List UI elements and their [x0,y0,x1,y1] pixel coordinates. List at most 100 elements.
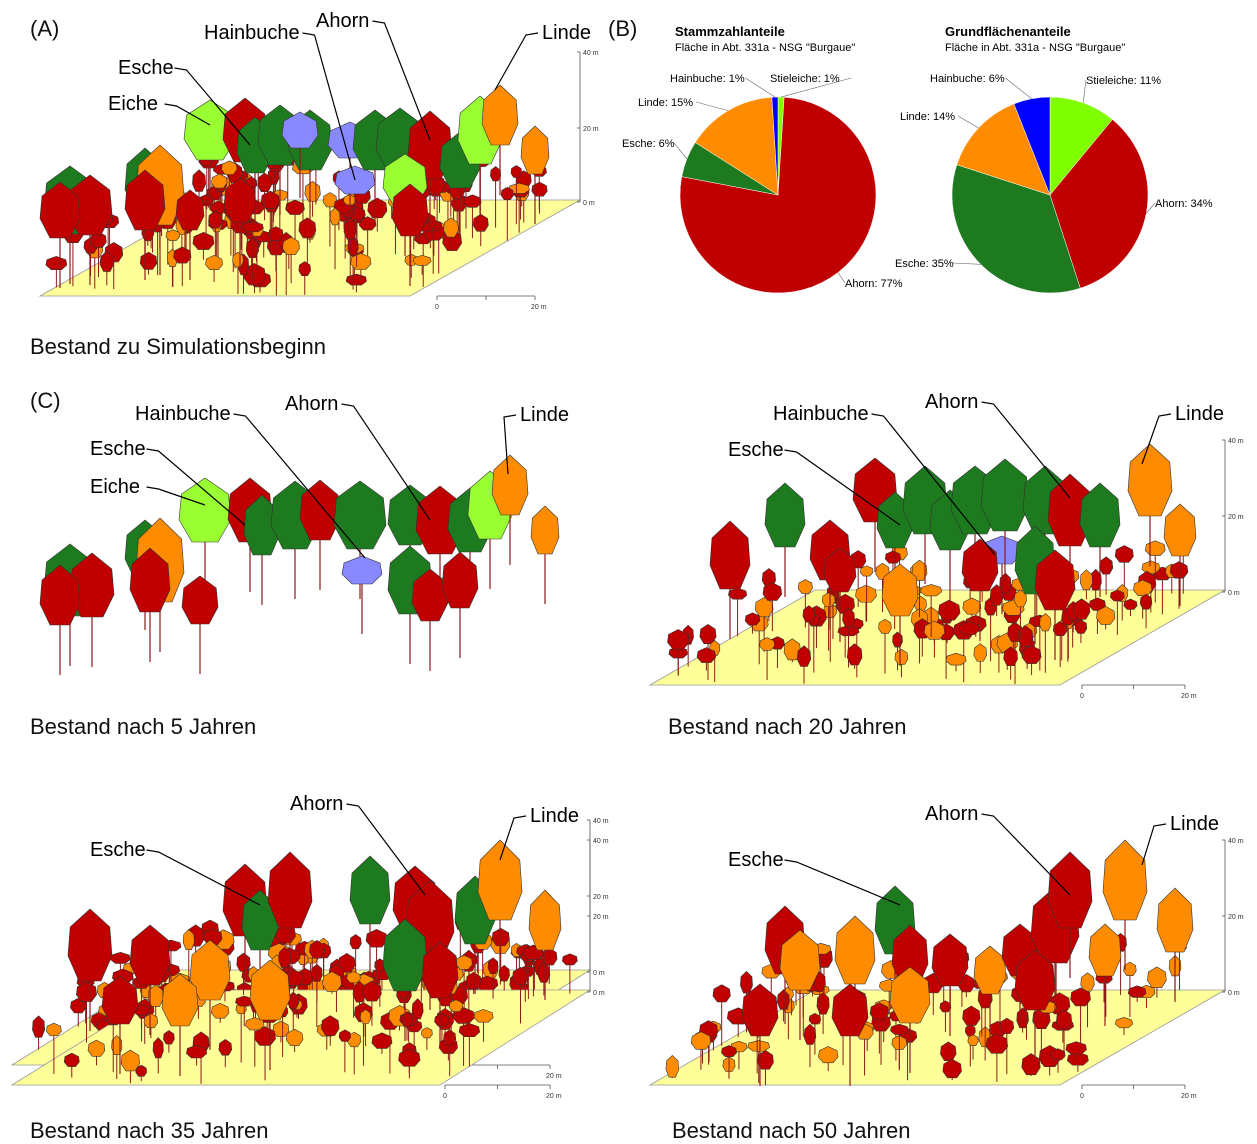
tree-crown [894,648,909,665]
tree-crown [1079,482,1121,548]
leader-line [302,32,356,181]
tree-crown [99,250,114,272]
tree-crown [699,623,717,644]
tree-crown [1014,949,1056,1011]
tree-crown [120,1049,141,1072]
height-tick-label: 40 m [593,818,609,825]
tree-crown [797,579,813,594]
height-tick-label: 0 m [1228,990,1240,997]
tree-crown [477,839,523,921]
tree-crown [890,1023,909,1035]
pie-slice-linde [694,96,779,196]
leader-line [1141,823,1167,866]
tree-crown [531,181,548,197]
tree-crown [63,1052,80,1067]
tree-crown [448,999,464,1012]
tree-crown [712,984,731,1003]
tree-crown [338,1029,351,1042]
height-tick-label: 0 m [583,200,595,207]
height-tick-label: 40 m [1228,838,1244,845]
pie-leader [952,262,981,265]
stand-panel-20-years: 40 m 20 m 0 m 0 20 m Esche Hainbuche Ahorn Linde [648,391,1244,700]
tree-crown [299,479,341,541]
pie-label-linde: Linde: 15% [638,97,693,109]
tree-crown [443,217,459,238]
tree-crown [465,971,482,990]
tree-crown [1021,645,1042,664]
pie-slice-stieleiche [1049,96,1113,196]
pie-title: Stammzahlanteile [675,24,785,39]
tree-crown [528,889,562,951]
species-label: Linde [520,404,569,426]
pie-leader [780,77,852,98]
tree-crown [321,1015,340,1036]
pie-label-esche: Esche: 35% [895,258,954,270]
tree-crown [152,1037,164,1059]
tree-crown [70,997,87,1014]
tree-crown [208,210,223,229]
panel-letter-a: (A) [30,16,60,41]
tree-crown [161,973,199,1027]
tree-crown [1114,545,1134,563]
species-label: Esche [118,57,174,79]
leader-line [784,449,901,526]
tree-crown [1052,621,1068,637]
distance-tick-label: 20 m [546,1073,562,1080]
tree-crown [46,1022,62,1037]
tree-crown [139,251,158,270]
pie-label-hainbuche: Hainbuche: 1% [670,73,745,85]
leader-line [146,486,206,506]
leader-line [346,803,426,896]
tree-crown [1147,966,1167,988]
leader-line [784,859,901,906]
species-label: Linde [1170,813,1219,835]
tree-crown [796,645,812,667]
tree-crown [421,1027,433,1039]
distance-tick-label: 0 [1080,693,1084,700]
tree-crown [973,945,1007,995]
tree-crown [90,231,107,248]
tree-crown [665,1055,680,1078]
tree-crown [911,559,928,581]
species-label: Eiche [108,93,158,115]
pie-title: Grundflächenanteile [945,24,1071,39]
tree-crown [973,643,987,662]
pie-label-ahorn: Ahorn: 77% [845,278,903,290]
pie-charts-panel: Stammzahlanteile Fläche in Abt. 331a - NS… [622,24,1213,294]
distance-tick-label: 20 m [546,1093,562,1100]
tree-crown [39,564,81,626]
tree-crown [129,924,171,986]
tree-crown [39,181,81,239]
species-label: Linde [530,805,579,827]
leader-line [499,815,527,861]
leader-line [503,414,517,475]
tree-crown [490,166,502,182]
tree-crown [537,961,551,983]
tree-crown [249,959,291,1021]
tree-crown [182,928,195,950]
tree-crown [980,458,1030,532]
tree-crown [241,221,264,233]
tree-crown [938,599,961,621]
tree-crown [282,236,300,256]
tree-crown [696,647,717,663]
tree-crown [802,605,816,623]
tree-crown [740,970,753,994]
pie-subtitle: Fläche in Abt. 331a - NSG "Burgaue" [945,42,1125,54]
tree-crown [530,505,560,555]
tree-crown [855,584,877,603]
species-label: Linde [1175,403,1224,425]
distance-tick-label: 0 [443,1093,447,1100]
height-tick-label: 40 m [593,838,609,845]
tree-crown [1088,597,1106,611]
tree-crown [341,555,383,585]
tree-crown [192,169,206,192]
species-label: Ahorn [290,793,343,815]
tree-crown [181,575,219,625]
tree-crown [1039,613,1052,632]
height-tick-label: 20 m [583,126,599,133]
stand-panel-initial: 40 m 20 m 0 m 0 20 m Eiche Esche Hainbuche Ahorn… [38,10,599,311]
tree-crown [205,255,223,270]
tree-crown [1017,625,1034,647]
tree-crown [412,254,432,266]
